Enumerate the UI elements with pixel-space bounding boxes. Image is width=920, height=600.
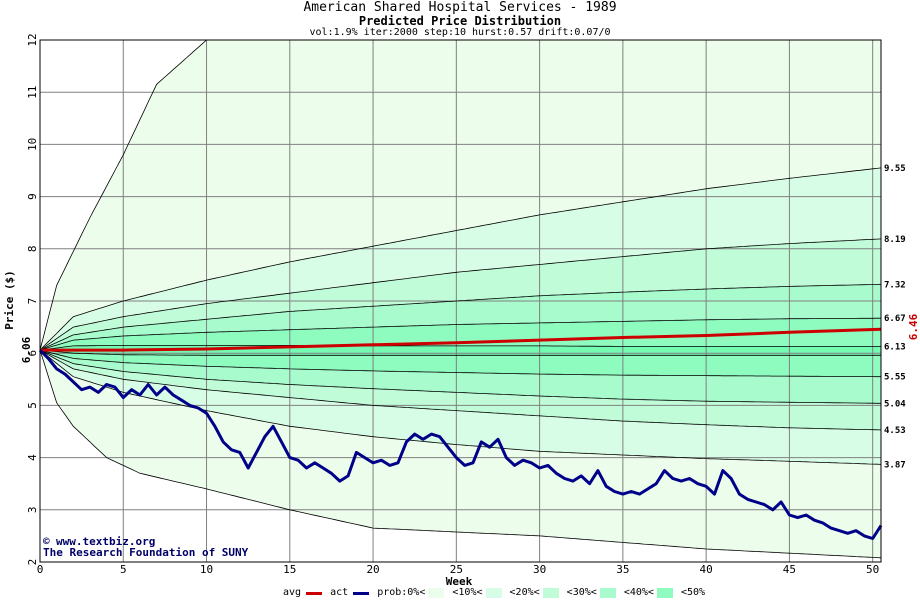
watermark-org: The Research Foundation of SUNY [43, 546, 249, 559]
chart-params: vol:1.9% iter:2000 step:10 hurst:0.57 dr… [309, 27, 611, 38]
y-axis-ticks: 2 3 4 5 6 7 8 9 10 11 12 [26, 33, 39, 565]
band-end-label: 7.32 [884, 280, 906, 290]
legend-act-swatch [353, 591, 370, 595]
band-end-labels: 9.55 8.19 7.32 6.67 6.13 5.55 5.04 4.53 3.87 [884, 164, 906, 470]
legend-swatch-10 [485, 588, 502, 598]
y-tick-label: 5 [26, 402, 39, 409]
band-line-lower [39, 349, 881, 356]
band-boundary-lines [39, 39, 882, 559]
legend-act-label: act [330, 587, 349, 598]
x-tick-label: 0 [37, 563, 44, 576]
y-tick-label: 3 [26, 506, 39, 513]
x-tick-label: 10 [200, 563, 213, 576]
y-tick-label: 11 [26, 86, 39, 99]
grid-lines [39, 39, 881, 563]
legend-p50-label: <50% [680, 587, 706, 598]
band-line-lower [39, 349, 882, 431]
y-tick-label: 6 [26, 350, 39, 357]
watermark-site: www.textbiz.org [56, 535, 155, 548]
band-end-label: 5.04 [884, 399, 906, 409]
legend-p10-label: <10%< [452, 587, 483, 598]
band-end-label: 8.19 [884, 235, 906, 245]
band-end-label: 6.67 [884, 314, 906, 324]
band-line-upper [39, 344, 881, 351]
chart-title: American Shared Hospital Services - 1989 [303, 0, 617, 15]
legend-swatch-20 [542, 588, 559, 598]
x-tick-label: 5 [120, 563, 127, 576]
band-end-label: 5.55 [884, 373, 906, 383]
legend-p20-label: <20%< [509, 587, 540, 598]
chart-subtitle: Predicted Price Distribution [358, 14, 562, 28]
start-value-label: 6.06 [20, 336, 33, 363]
legend-swatch-30 [599, 588, 616, 598]
x-tick-label: 20 [366, 563, 379, 576]
band-line-lower [39, 349, 881, 378]
legend-swatch-40 [656, 588, 673, 598]
band-line-upper [39, 167, 882, 351]
series-avg [40, 327, 882, 352]
y-tick-label: 4 [26, 454, 39, 461]
y-axis-label: Price ($) [3, 270, 16, 330]
series-lines [38, 327, 883, 540]
band-line-lower [39, 349, 882, 465]
y-tick-label: 7 [26, 298, 39, 305]
legend: avg act prob:0%< <10%< <20%< <30%< <40%<… [283, 587, 708, 600]
legend-prob-label: prob:0%< [377, 587, 426, 598]
legend-p30-label: <30%< [566, 587, 597, 598]
band-line-upper [39, 283, 882, 351]
y-tick-label: 10 [26, 138, 39, 151]
band-end-label: 6.13 [884, 342, 906, 352]
y-tick-label: 12 [26, 33, 39, 46]
band-end-label: 9.55 [884, 164, 906, 174]
y-tick-label: 9 [26, 193, 39, 200]
x-tick-label: 15 [283, 563, 296, 576]
series-act [38, 349, 883, 540]
x-tick-label: 25 [450, 563, 463, 576]
x-axis-ticks: 0 5 10 15 20 25 30 35 40 45 50 [37, 563, 880, 576]
end-value-label: 6.46 [907, 313, 920, 340]
x-tick-label: 50 [866, 563, 879, 576]
watermark-copyright-icon: © [43, 535, 50, 548]
legend-avg-label: avg [283, 587, 302, 598]
band-line-upper [39, 317, 881, 351]
y-tick-label: 2 [26, 559, 39, 566]
x-tick-label: 45 [783, 563, 796, 576]
band-line-upper [39, 238, 882, 351]
x-tick-label: 40 [700, 563, 713, 576]
legend-p40-label: <40%< [623, 587, 654, 598]
band-line-lower [39, 349, 881, 404]
plot-frame [39, 39, 882, 563]
x-axis-label: Week [446, 575, 473, 587]
y-tick-label: 8 [26, 245, 39, 252]
band-end-label: 3.87 [884, 460, 906, 470]
legend-swatch-0 [428, 588, 445, 598]
band-line-lower [39, 349, 882, 559]
legend-avg-swatch [306, 591, 323, 595]
x-tick-label: 30 [533, 563, 546, 576]
x-tick-label: 35 [616, 563, 629, 576]
band-end-label: 4.53 [884, 426, 906, 436]
